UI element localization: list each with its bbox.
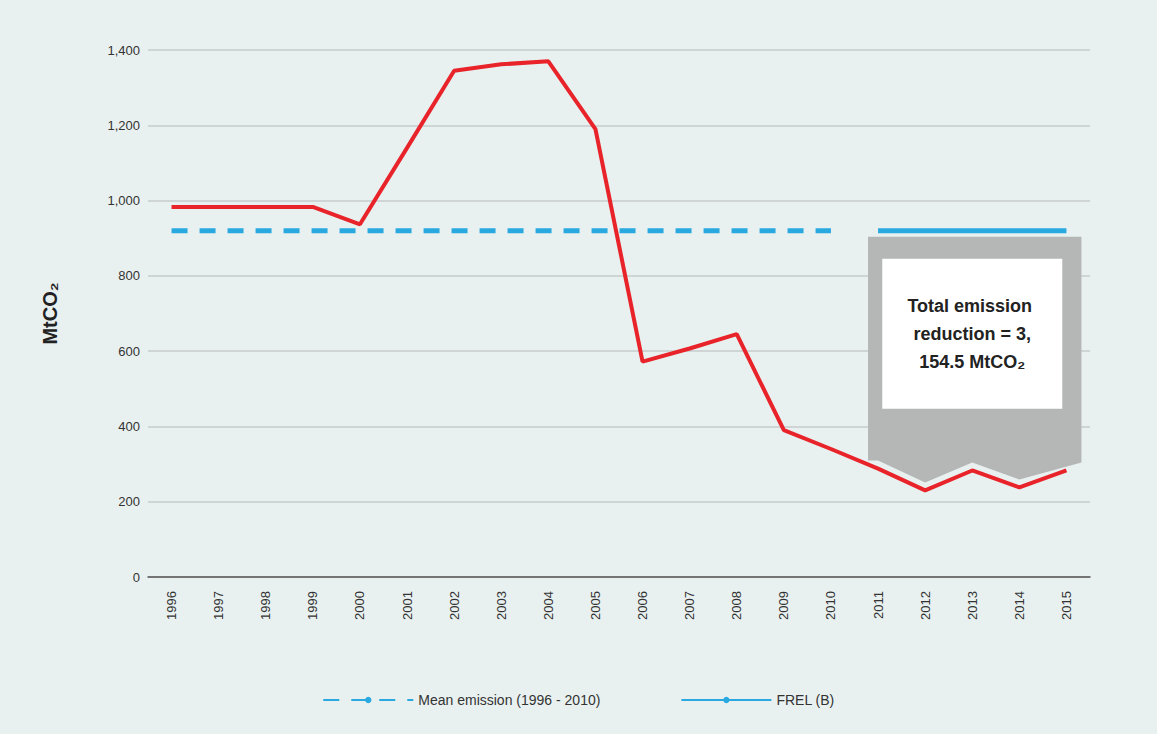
svg-text:FREL (B): FREL (B): [776, 692, 834, 708]
svg-text:1999: 1999: [305, 591, 320, 620]
svg-text:2002: 2002: [447, 591, 462, 620]
svg-text:1,000: 1,000: [107, 193, 140, 208]
svg-text:reduction = 3,: reduction = 3,: [913, 324, 1031, 344]
svg-text:600: 600: [118, 344, 140, 359]
svg-text:2009: 2009: [776, 591, 791, 620]
svg-text:1997: 1997: [211, 591, 226, 620]
svg-text:1,400: 1,400: [107, 43, 140, 58]
svg-text:800: 800: [118, 268, 140, 283]
svg-text:2011: 2011: [871, 591, 886, 619]
svg-text:154.5 MtCO₂: 154.5 MtCO₂: [919, 352, 1025, 372]
svg-text:2008: 2008: [729, 591, 744, 620]
svg-text:0: 0: [133, 570, 140, 585]
svg-text:2010: 2010: [823, 591, 838, 620]
svg-text:2005: 2005: [588, 591, 603, 620]
svg-text:2000: 2000: [352, 591, 367, 620]
svg-text:2015: 2015: [1059, 591, 1074, 620]
svg-text:1996: 1996: [164, 591, 179, 620]
svg-text:2013: 2013: [965, 591, 980, 620]
svg-text:1,200: 1,200: [107, 118, 140, 133]
svg-text:2014: 2014: [1012, 591, 1027, 620]
svg-text:1998: 1998: [258, 591, 273, 620]
svg-text:2003: 2003: [494, 591, 509, 620]
svg-text:Total emission: Total emission: [907, 296, 1037, 316]
svg-text:MtCO₂: MtCO₂: [39, 282, 61, 344]
svg-text:2012: 2012: [918, 591, 933, 620]
svg-text:2001: 2001: [400, 591, 415, 620]
svg-text:400: 400: [118, 419, 140, 434]
svg-text:2007: 2007: [682, 591, 697, 620]
svg-text:2004: 2004: [541, 591, 556, 620]
svg-text:200: 200: [118, 494, 140, 509]
svg-text:Mean emission (1996 - 2010): Mean emission (1996 - 2010): [418, 692, 600, 708]
svg-text:2006: 2006: [635, 591, 650, 620]
